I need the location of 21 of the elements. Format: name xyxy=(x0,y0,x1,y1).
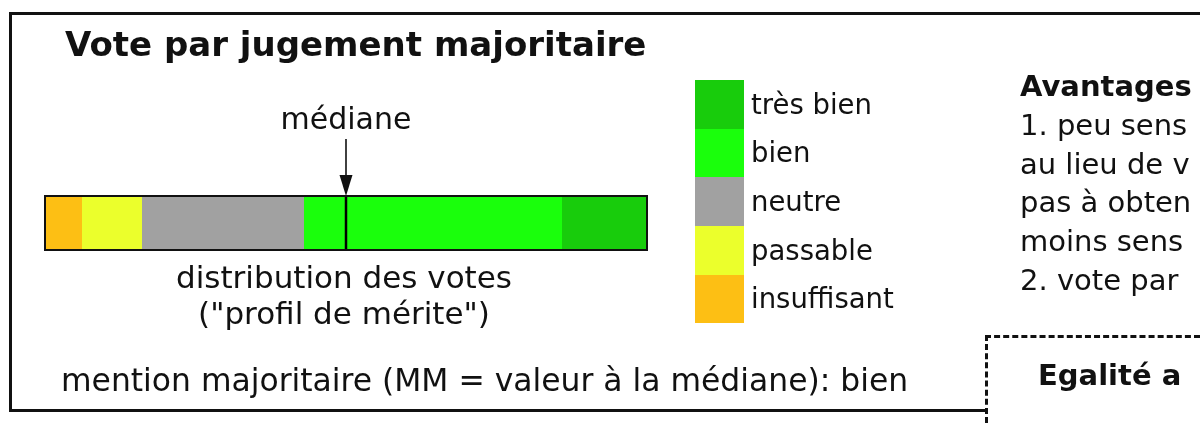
chart-title: Vote par jugement majoritaire xyxy=(65,24,647,64)
ref-line-label: médiane xyxy=(280,100,412,136)
bar xyxy=(304,197,562,249)
bar xyxy=(82,197,142,249)
text: pas à obten xyxy=(1020,184,1192,222)
legend-label: bien xyxy=(751,136,811,169)
legend-label: passable xyxy=(751,233,873,266)
text: au lieu de v xyxy=(1020,145,1190,183)
text: moins sens xyxy=(1020,223,1184,261)
text: 1. peu sens xyxy=(1020,107,1188,144)
legend-label: neutre xyxy=(751,184,842,217)
legend-label: insuffisant xyxy=(751,282,894,315)
bar xyxy=(142,197,304,249)
bar xyxy=(46,197,82,249)
text: distribution des votes ("profil de mérite") xyxy=(175,259,513,331)
text: 2. vote par xyxy=(1020,261,1179,299)
bar xyxy=(562,197,646,249)
text: mention majoritaire (MM = valeur à la médiane): bien xyxy=(61,361,909,398)
text: Egalité a xyxy=(1038,357,1182,392)
legend-label: très bien xyxy=(751,87,872,120)
text: Avantages xyxy=(1020,68,1192,106)
